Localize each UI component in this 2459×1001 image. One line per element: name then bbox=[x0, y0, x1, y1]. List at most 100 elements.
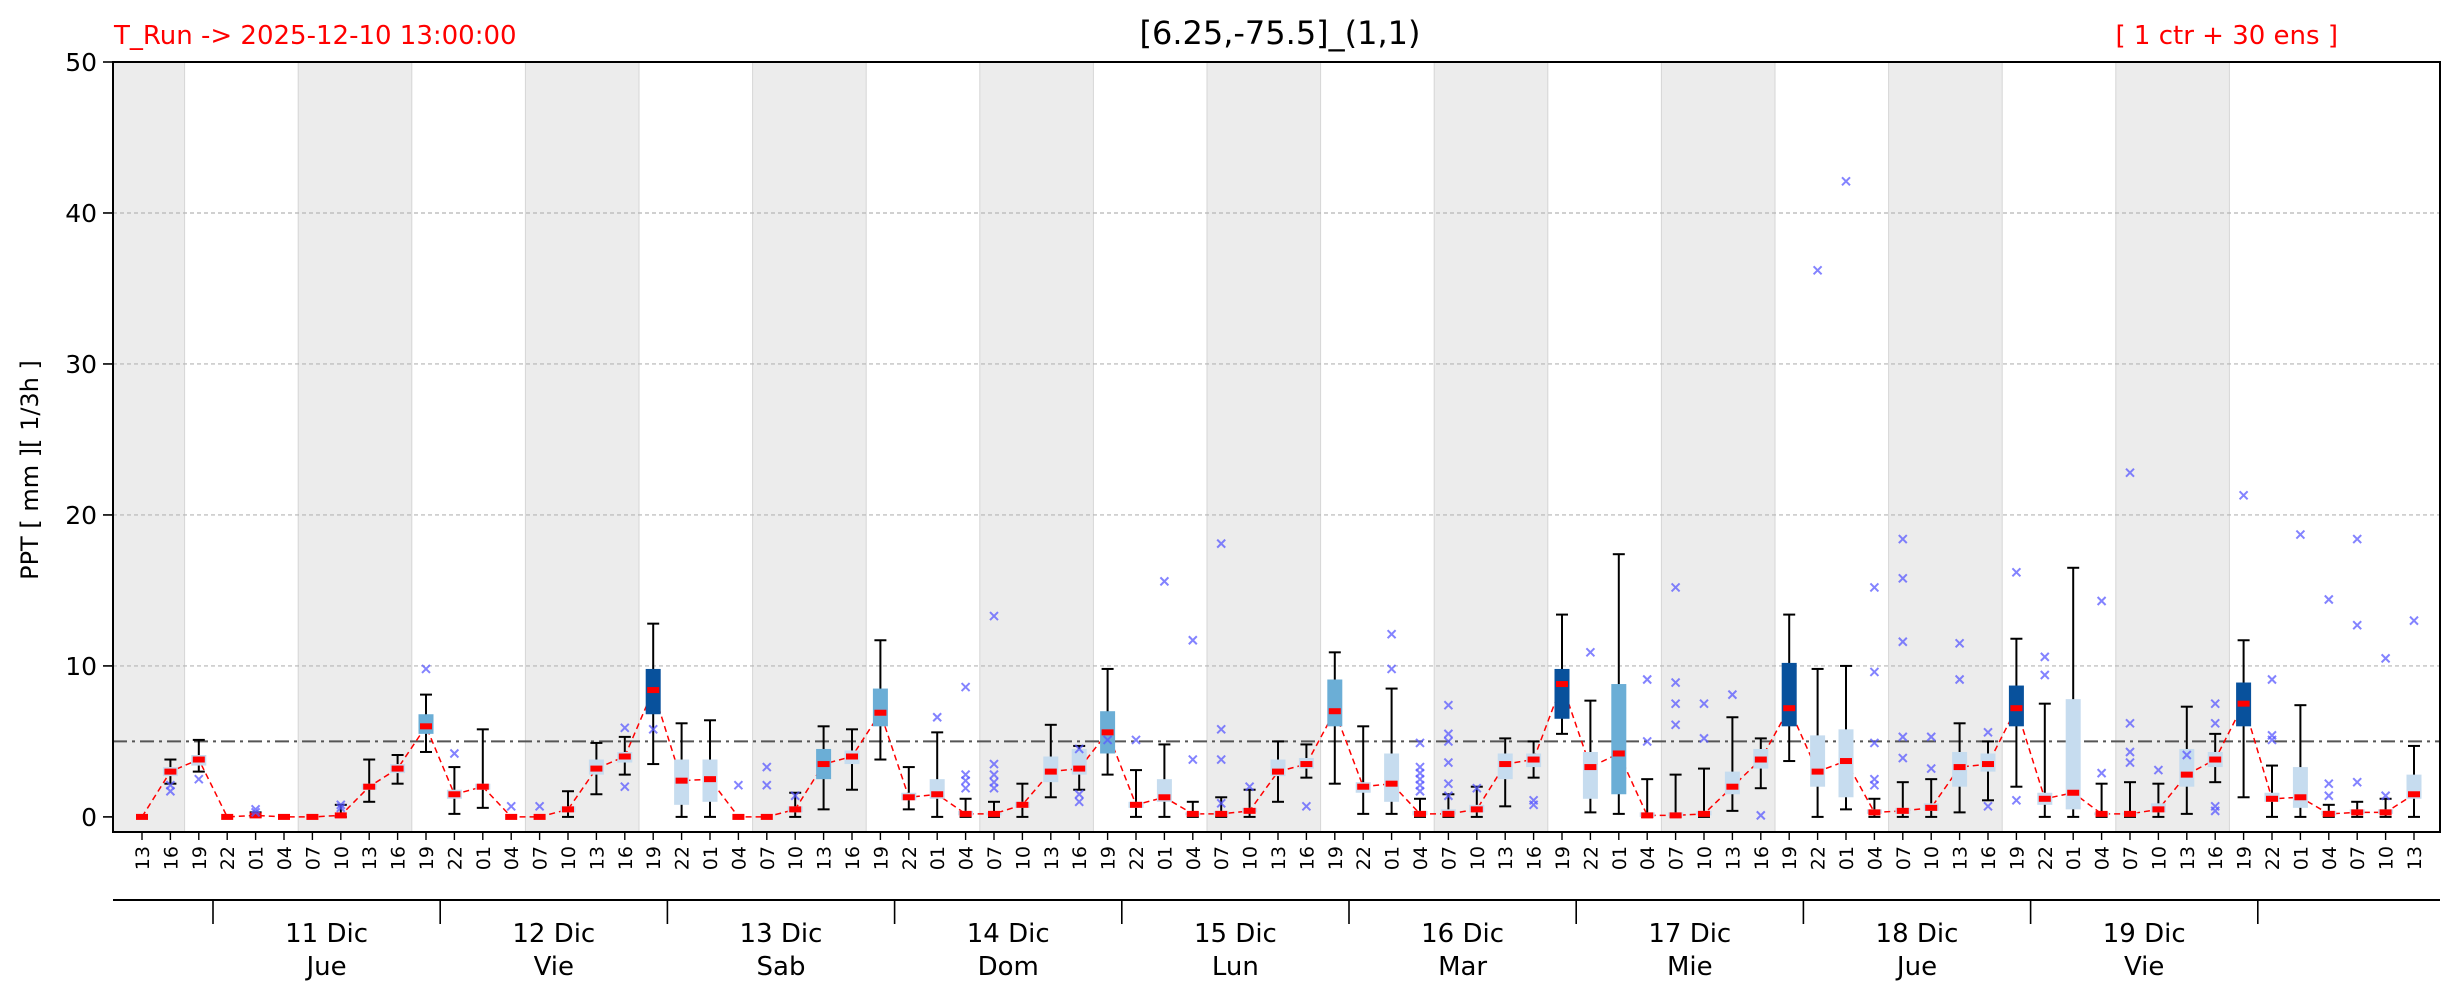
outlier-point bbox=[2153, 765, 2164, 775]
outlier-point bbox=[1443, 778, 1454, 789]
median-marker bbox=[1215, 810, 1228, 817]
x-tick-label: 10 bbox=[1921, 846, 1943, 870]
outlier-point bbox=[2324, 594, 2334, 605]
median-marker bbox=[249, 812, 262, 819]
outlier-point bbox=[2011, 567, 2022, 578]
median-marker bbox=[420, 723, 432, 730]
x-tick-label: 13 bbox=[1495, 846, 1517, 870]
outlier-point bbox=[960, 682, 971, 692]
x-tick-label: 13 bbox=[2404, 846, 2426, 870]
median-marker bbox=[1840, 758, 1852, 765]
median-line bbox=[141, 681, 2415, 818]
outlier-point bbox=[1074, 797, 1084, 807]
outlier-point bbox=[1898, 753, 1908, 763]
median-marker bbox=[1073, 765, 1086, 772]
x-tick-label: 10 bbox=[785, 846, 807, 870]
outlier-point bbox=[2125, 467, 2135, 478]
outlier-point bbox=[1869, 667, 1880, 677]
outlier-point bbox=[1188, 754, 1198, 765]
median-marker bbox=[2067, 789, 2080, 796]
outlier-point bbox=[1898, 573, 1908, 584]
day-weekday-label: Jue bbox=[1895, 952, 1937, 982]
x-tick-label: 04 bbox=[956, 846, 978, 870]
outlier-point bbox=[1074, 789, 1084, 799]
outlier-point bbox=[2267, 674, 2277, 685]
night-band bbox=[524, 61, 640, 833]
x-tick-label: 22 bbox=[1580, 846, 1602, 870]
median-marker bbox=[1669, 812, 1682, 819]
outlier-point bbox=[1074, 744, 1084, 754]
outlier-point bbox=[1926, 763, 1936, 774]
x-tick-label: 19 bbox=[643, 846, 665, 870]
night-band bbox=[1888, 61, 2003, 833]
night-band bbox=[112, 61, 186, 833]
x-tick-label: 04 bbox=[728, 846, 750, 870]
median-line-layer bbox=[141, 681, 2415, 818]
night-band bbox=[2115, 61, 2230, 833]
median-marker bbox=[902, 794, 915, 801]
outlier-point bbox=[1954, 638, 1965, 648]
night-band bbox=[979, 61, 1094, 833]
outlier-point bbox=[960, 783, 971, 793]
outlier-point bbox=[1898, 637, 1908, 647]
outlier-point bbox=[2040, 652, 2050, 662]
outlier-point bbox=[1841, 176, 1851, 186]
day-weekday-label: Lun bbox=[1212, 952, 1259, 982]
x-tick-label: 10 bbox=[2376, 846, 2398, 870]
iqr-box bbox=[1724, 771, 1740, 795]
x-tick-label: 13 bbox=[1268, 846, 1290, 870]
day-weekday-label: Jue bbox=[305, 952, 347, 982]
x-tick-label: 04 bbox=[2319, 846, 2341, 870]
median-marker bbox=[1641, 812, 1654, 819]
outlier-point bbox=[1415, 786, 1425, 796]
median-marker bbox=[732, 813, 745, 820]
day-date-label: 19 Dic bbox=[2103, 919, 2186, 949]
x-axis: 13 16 19 22 01 04 07 10 13 16 19 22 01 04 07 10 13 16 19 22… bbox=[132, 832, 2426, 870]
day-date-label: 16 Dic bbox=[1421, 919, 1504, 949]
outlier-point bbox=[1670, 698, 1681, 709]
y-tick-label: 20 bbox=[65, 501, 97, 530]
outlier-point bbox=[1983, 727, 1993, 738]
x-tick-label: 01 bbox=[1609, 846, 1631, 870]
day-weekday-label: Vie bbox=[534, 952, 574, 982]
night-bands bbox=[112, 61, 2230, 833]
day-weekday-label: Sab bbox=[757, 952, 806, 982]
outlier-point bbox=[2295, 529, 2306, 540]
x-tick-label: 01 bbox=[473, 846, 495, 870]
x-tick-label: 13 bbox=[1722, 846, 1744, 870]
outlier-point bbox=[1954, 674, 1965, 685]
x-tick-label: 22 bbox=[672, 846, 694, 870]
iqr-box bbox=[1810, 735, 1826, 787]
outlier-point bbox=[790, 791, 800, 801]
day-date-label: 17 Dic bbox=[1648, 919, 1731, 949]
outlier-point bbox=[421, 664, 431, 674]
median-marker bbox=[1442, 810, 1455, 817]
outlier-point bbox=[1443, 736, 1454, 747]
median-marker bbox=[1953, 764, 1966, 771]
median-marker bbox=[590, 765, 603, 772]
y-axis: 0 10 20 30 40 50 bbox=[65, 48, 113, 832]
x-tick-label: 13 bbox=[814, 846, 836, 870]
iqr-box bbox=[1611, 684, 1627, 795]
iqr-box bbox=[1327, 679, 1343, 727]
outlier-point bbox=[2182, 750, 2192, 760]
outlier-point bbox=[1869, 738, 1880, 748]
median-marker bbox=[1499, 761, 1512, 768]
x-tick-label: 19 bbox=[870, 846, 892, 870]
members-label: [ 1 ctr + 30 ens ] bbox=[2116, 21, 2339, 51]
outlier-point bbox=[1699, 733, 1709, 744]
outlier-layer bbox=[165, 176, 2419, 821]
outlier-point bbox=[2210, 806, 2220, 816]
iqr-box bbox=[2065, 699, 2081, 810]
median-marker bbox=[1300, 761, 1313, 768]
outlier-point bbox=[620, 723, 630, 733]
x-tick-label: 04 bbox=[1637, 846, 1659, 870]
x-tick-label: 07 bbox=[1666, 846, 1688, 870]
x-tick-label: 16 bbox=[160, 846, 182, 870]
outlier-point bbox=[762, 780, 772, 790]
x-tick-label: 01 bbox=[2290, 846, 2312, 870]
median-marker bbox=[505, 813, 518, 820]
x-tick-label: 07 bbox=[1211, 846, 1233, 870]
x-tick-label: 19 bbox=[1779, 846, 1801, 870]
